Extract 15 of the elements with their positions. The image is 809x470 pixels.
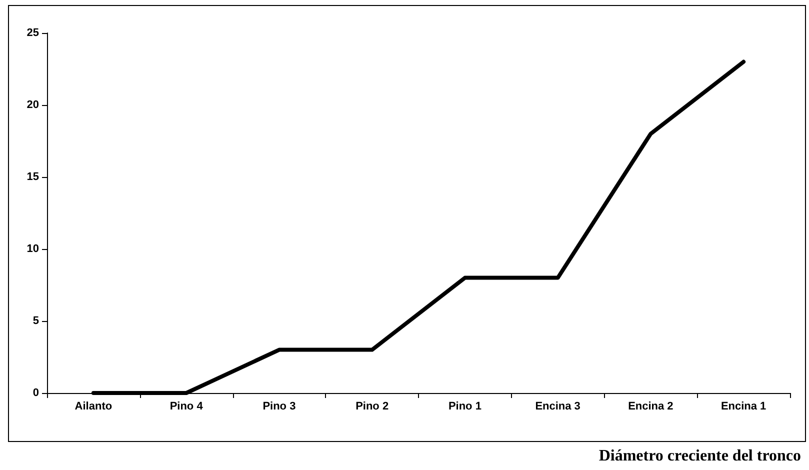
y-tick-label: 25 [26, 27, 39, 39]
y-tick-label: 0 [32, 387, 39, 399]
x-tick-label: Pino 3 [262, 400, 296, 412]
x-tick-label: Pino 2 [356, 400, 389, 412]
x-axis-title: Diámetro creciente del tronco [598, 448, 802, 464]
x-tick-label: Ailanto [74, 400, 112, 412]
y-tick-label: 15 [26, 171, 39, 183]
y-tick-label: 10 [26, 243, 39, 255]
x-tick-label: Encina 2 [628, 400, 674, 412]
y-tick-label: 20 [26, 99, 39, 111]
x-tick-label: Encina 1 [720, 400, 766, 412]
y-tick-label: 5 [32, 315, 39, 327]
x-tick-label: Pino 1 [448, 400, 482, 412]
x-tick-label: Encina 3 [535, 400, 580, 412]
x-tick-label: Pino 4 [170, 400, 204, 412]
